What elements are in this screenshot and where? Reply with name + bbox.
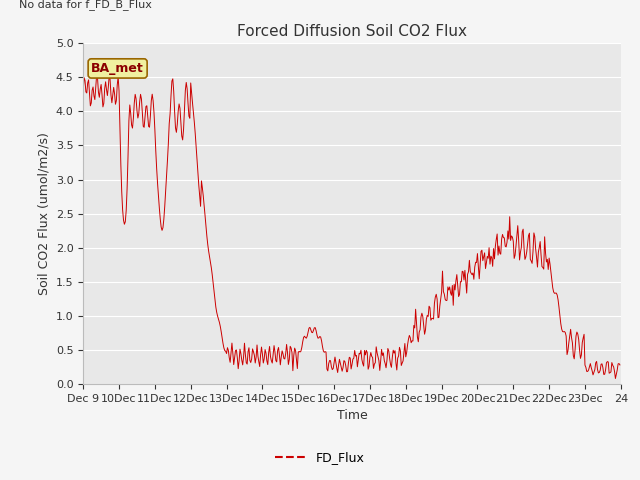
Text: BA_met: BA_met [92,62,144,75]
Text: No data for f_FD_B_Flux: No data for f_FD_B_Flux [19,0,152,10]
Y-axis label: Soil CO2 Flux (umol/m2/s): Soil CO2 Flux (umol/m2/s) [37,132,50,295]
X-axis label: Time: Time [337,409,367,422]
Legend: FD_Flux: FD_Flux [270,446,370,469]
Title: Forced Diffusion Soil CO2 Flux: Forced Diffusion Soil CO2 Flux [237,24,467,39]
